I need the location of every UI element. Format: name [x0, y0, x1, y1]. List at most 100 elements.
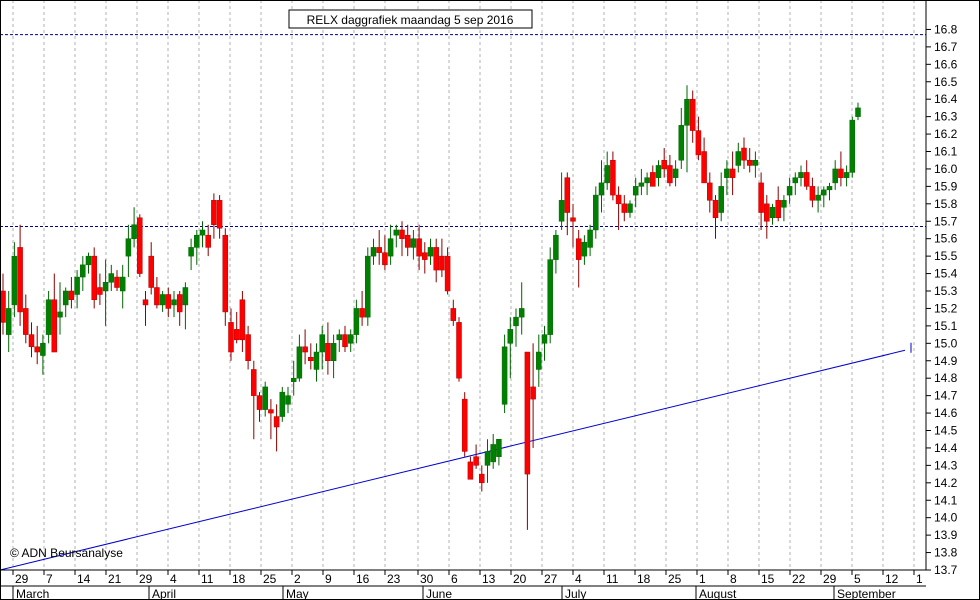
candle-body [97, 287, 103, 295]
candle-body [638, 182, 645, 187]
candle-body [399, 229, 405, 239]
y-tick-label: 16.7 [934, 40, 958, 54]
candle-body [176, 294, 183, 313]
candle-body [228, 322, 234, 353]
candle-body [137, 217, 143, 274]
candle-body [815, 194, 821, 201]
month-label: June [426, 587, 452, 600]
candle-body [792, 177, 799, 184]
candle-body [5, 308, 12, 335]
candle-body [370, 247, 377, 257]
candle-body [159, 294, 166, 306]
y-tick-label: 15.7 [934, 214, 958, 228]
candle-body [775, 200, 781, 219]
candle-body [308, 357, 314, 362]
x-tick-label: 11 [201, 572, 214, 586]
candle-body [689, 98, 696, 131]
candle-body [821, 189, 827, 196]
candle-body [746, 159, 753, 166]
y-tick-label: 14.6 [934, 406, 958, 420]
candle-body [28, 334, 35, 348]
candle-body [707, 182, 713, 201]
candle-body [553, 234, 559, 260]
candle-body [325, 343, 331, 361]
y-tick-label: 15.6 [934, 232, 958, 246]
candle-body [741, 147, 747, 161]
candle-body [268, 409, 274, 414]
month-label: May [286, 587, 309, 600]
month-label: July [565, 587, 586, 600]
candle-body [786, 186, 793, 196]
candle-body [319, 334, 325, 353]
candle-body [216, 200, 223, 229]
trendline-layer [0, 342, 912, 571]
month-label: September [837, 587, 896, 600]
month-label: August [699, 587, 737, 600]
y-tick-label: 16.4 [934, 92, 958, 106]
candle-body [427, 247, 434, 257]
y-tick-label: 14.4 [934, 441, 958, 455]
candle-body [587, 229, 593, 248]
x-tick-label: 22 [792, 572, 806, 586]
candle-body [194, 234, 200, 248]
candle-body [712, 200, 719, 219]
candle-body [239, 299, 246, 341]
y-tick-label: 14.3 [934, 458, 958, 472]
candle-body [313, 351, 320, 370]
candle-body [558, 200, 565, 222]
month-label: March [16, 587, 49, 600]
candle-body [0, 290, 6, 323]
candle-body [74, 276, 80, 295]
candle-body [547, 259, 553, 335]
x-tick-label: 12 [885, 572, 899, 586]
candle-body [85, 255, 92, 266]
candle-body [330, 343, 337, 361]
candle-body [165, 294, 172, 309]
candle-body [51, 299, 58, 353]
x-tick-label: 23 [387, 572, 401, 586]
candle-body [615, 194, 622, 205]
candle-body [803, 172, 810, 187]
candle-body [667, 165, 673, 184]
candle-body [290, 377, 297, 382]
candle-body [182, 287, 189, 306]
candle-body [404, 234, 411, 248]
y-tick-label: 16.5 [934, 75, 958, 89]
candle-body [461, 398, 468, 452]
y-tick-label: 14.7 [934, 389, 958, 403]
candle-body [142, 299, 149, 306]
candle-body [650, 172, 656, 187]
candle-body [365, 255, 371, 318]
candle-body [296, 346, 303, 379]
month-label: April [152, 587, 176, 600]
x-tick-label: 14 [77, 572, 91, 586]
candle-body [838, 168, 844, 178]
candle-body [114, 276, 120, 288]
candle-body [467, 461, 474, 480]
y-tick-label: 13.8 [934, 546, 958, 560]
candle-body [108, 273, 115, 283]
candle-body [661, 159, 667, 170]
candle-body [536, 351, 542, 370]
candle-body [507, 329, 514, 344]
x-tick-label: 6 [451, 572, 458, 586]
x-tick-label: 5 [854, 572, 861, 586]
candle-body [644, 177, 650, 184]
x-tick-label: 16 [356, 572, 370, 586]
candle-body [40, 343, 46, 356]
x-tick-label: 8 [730, 572, 737, 586]
candle-body [450, 308, 457, 321]
x-tick-label: 29 [823, 572, 837, 586]
candle-body [843, 172, 850, 178]
candle-body [342, 334, 348, 348]
candle-body [724, 168, 730, 178]
y-tick-label: 15.4 [934, 267, 958, 281]
x-tick-label: 4 [170, 572, 177, 586]
candle-body [798, 172, 804, 178]
x-tick-label: 18 [637, 572, 651, 586]
candle-body [171, 299, 177, 306]
candle-body [131, 224, 137, 239]
candle-body [91, 255, 97, 300]
y-tick-label: 15.2 [934, 301, 958, 315]
candle-body [17, 247, 23, 313]
